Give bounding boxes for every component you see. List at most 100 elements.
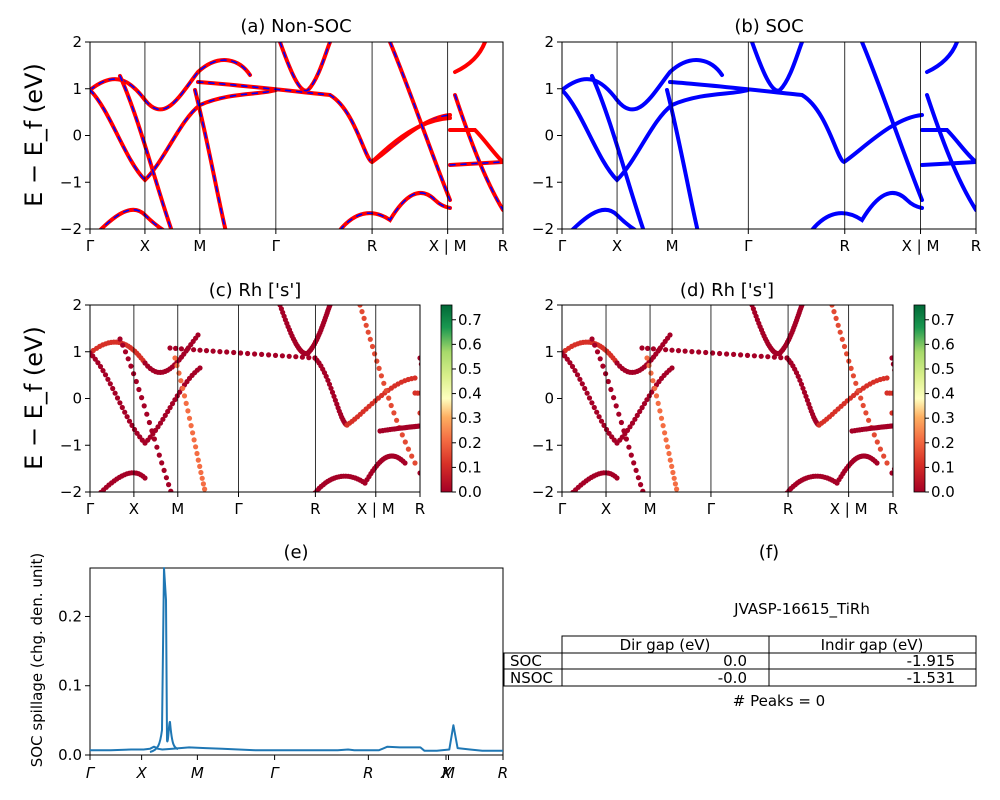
- scatC-point: [119, 404, 125, 411]
- scatD-point: [902, 394, 907, 399]
- scatC-point: [425, 392, 430, 397]
- panel-b-xtick-label: Γ: [558, 237, 567, 255]
- panel-e-xtick-label: X: [135, 764, 147, 782]
- scatC-point: [432, 395, 437, 400]
- scatC-point: [399, 432, 405, 438]
- scatC-point: [188, 423, 194, 429]
- scatC-point: [178, 346, 184, 352]
- panel-c-ylabel: E − E_f (eV): [20, 326, 48, 470]
- panel-e-ytick-label: 0.2: [58, 607, 82, 625]
- scatC-point: [178, 378, 184, 384]
- scatC-point: [194, 450, 200, 457]
- table-header-dir: Dir gap (eV): [620, 636, 711, 654]
- scatC-point: [161, 467, 167, 473]
- scatD-point: [567, 360, 573, 366]
- scatD-point: [669, 463, 675, 469]
- scatC-point: [195, 457, 201, 463]
- scatD-point: [635, 475, 642, 481]
- scatD-point: [731, 351, 737, 357]
- panel-a-frame: [89, 41, 504, 230]
- scatD-point: [614, 475, 620, 481]
- scatC-point: [331, 393, 337, 399]
- scatD-point: [884, 460, 890, 466]
- scatC-point: [428, 408, 433, 413]
- scatC-point: [195, 332, 201, 338]
- scatD-point: [799, 305, 805, 308]
- scatD-point: [568, 492, 573, 497]
- panel-c-xtick-label: R: [310, 500, 320, 518]
- scatD-point: [689, 349, 695, 355]
- panel-e-ytick-label: 0.0: [58, 746, 82, 764]
- scatD-point: [797, 377, 803, 383]
- scatD-point: [656, 346, 663, 352]
- panel-e-spillage: [90, 567, 503, 753]
- panel-b-ytick-label: 0: [544, 127, 554, 145]
- colorbar-d-tick-label: 0.7: [931, 311, 955, 329]
- scatC-point: [163, 475, 169, 481]
- scatC-point: [428, 413, 433, 418]
- scatC-point: [428, 444, 433, 449]
- scatC-point: [245, 350, 251, 357]
- colorbar-d-tick-label: 0.2: [931, 434, 955, 452]
- scatD-point: [906, 401, 911, 406]
- panel-e-ylabel: SOC spillage (chg. den. unit): [28, 553, 46, 768]
- panel-a-xtick-label: Γ: [86, 237, 95, 255]
- scatC-point: [157, 420, 164, 426]
- colorbar-c-tick-label: 0.3: [458, 409, 482, 427]
- panel-a-bands: [90, 42, 503, 229]
- scatC-point: [279, 353, 285, 359]
- scatD-point: [663, 437, 669, 443]
- scatC-point: [381, 380, 387, 386]
- scatD-point: [897, 391, 902, 396]
- panel-d-ytick-label: 2: [544, 296, 554, 314]
- scatD-point: [658, 415, 665, 421]
- scatC-point: [259, 351, 265, 357]
- scatD-point: [639, 345, 645, 351]
- scatC-point: [299, 354, 305, 360]
- scatD-point: [904, 395, 909, 400]
- table-header-indir: Indir gap (eV): [821, 636, 924, 654]
- band-a-2: [90, 88, 278, 183]
- scatD-point: [598, 418, 605, 424]
- panel-d-xtick-label: Γ: [707, 500, 716, 518]
- scatC-point: [427, 406, 432, 411]
- scatD-point: [850, 373, 857, 379]
- scatD-point: [596, 414, 602, 420]
- colorbar-c-tick-label: 0.2: [458, 434, 482, 452]
- scatD-point: [603, 426, 610, 433]
- band-b-12: [920, 128, 976, 164]
- band-a-8-dash: [339, 192, 451, 229]
- scatD-point: [582, 385, 588, 392]
- scatC-point: [422, 462, 427, 467]
- panel-b-xtick-label: M: [666, 237, 679, 255]
- scatC-point: [224, 349, 230, 355]
- scatC-point: [365, 329, 371, 335]
- scatD-point: [631, 460, 637, 466]
- scatD-point: [863, 410, 869, 416]
- scatC-point: [417, 423, 420, 429]
- scatC-point: [426, 453, 431, 458]
- scatC-point: [176, 370, 182, 376]
- table-row-2-dir: -0.0: [718, 669, 747, 687]
- scatC-point: [180, 385, 186, 391]
- scatD-point: [903, 404, 908, 409]
- scatD-point: [798, 381, 805, 387]
- scatD-point: [901, 393, 906, 398]
- scatC-point: [198, 469, 204, 476]
- scatC-point: [431, 404, 436, 409]
- colorbar-c-tick-label: 0.5: [458, 360, 482, 378]
- scatC-point: [423, 391, 428, 396]
- scatC-point: [95, 360, 101, 366]
- panel-f-title: (f): [759, 542, 779, 563]
- scatC-point: [427, 402, 432, 407]
- scatC-point: [202, 486, 208, 492]
- scatC-point: [421, 374, 426, 379]
- scatD-point: [889, 390, 893, 396]
- scatC-point: [160, 416, 166, 422]
- band-a-3-dash: [119, 75, 172, 229]
- panel-e-title: (e): [283, 542, 308, 563]
- scatD-point: [874, 460, 880, 466]
- panel-d-colorbar: [913, 304, 926, 493]
- scatC-point: [96, 492, 101, 497]
